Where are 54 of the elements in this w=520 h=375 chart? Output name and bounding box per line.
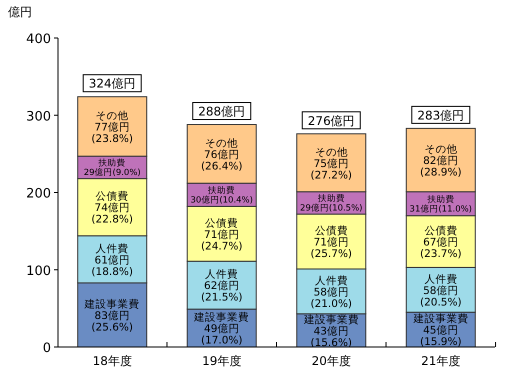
data-label: 58億円 (20.5%) xyxy=(420,284,462,308)
total-label: 288億円 xyxy=(198,104,246,119)
total-label: 283億円 xyxy=(417,108,464,122)
series-label: 扶助費 xyxy=(98,158,126,169)
data-label: 71億円 (25.7%) xyxy=(310,236,352,260)
text: 建設事業費 xyxy=(194,312,250,324)
text: 建設事業費 xyxy=(84,298,140,310)
series-label: 人件費 xyxy=(314,274,348,287)
text: 公債費 xyxy=(205,217,238,230)
text: 建設事業費 xyxy=(413,313,468,326)
data-label: 30億円(10.4%) xyxy=(190,194,253,206)
data-label: 45億円 (15.9%) xyxy=(420,324,462,348)
series-label: 建設事業費 xyxy=(302,312,359,326)
y-tick-label: 400 xyxy=(26,32,51,47)
data-label: 75億円 (27.2%) xyxy=(310,156,352,182)
y-tick-label: 200 xyxy=(26,186,51,202)
x-tick-label: 19年度 xyxy=(202,354,242,368)
text: 人件費 xyxy=(205,268,238,281)
data-label: 29億円(10.5%) xyxy=(300,202,362,214)
text: その他 xyxy=(205,137,238,150)
y-axis-title: 億円 xyxy=(8,5,32,19)
data-label: 49億円 (17.0%) xyxy=(200,322,243,347)
total-label: 324億円 xyxy=(88,76,136,91)
text: 扶助費 xyxy=(427,194,454,205)
series-label: その他 xyxy=(314,146,348,158)
text: 公債費 xyxy=(314,225,348,238)
data-label: 58億円 (21.0%) xyxy=(310,285,352,310)
text: 公債費 xyxy=(96,190,129,203)
y-tick-label: 100 xyxy=(26,264,51,279)
text: 扶助費 xyxy=(208,186,236,196)
x-tick-label: 18年度 xyxy=(92,354,132,368)
data-label: 29億円(9.0%) xyxy=(84,167,141,178)
total-label: 276億円 xyxy=(308,114,355,128)
data-label: 67億円 (23.7%) xyxy=(420,236,462,260)
data-label: 71億円 (24.7%) xyxy=(200,228,243,252)
data-label: 83億円 (25.6%) xyxy=(91,308,133,334)
data-label: 61億円 (18.8%) xyxy=(91,253,133,278)
text: 扶助費 xyxy=(318,194,345,204)
text: その他 xyxy=(424,144,458,156)
data-label: 74億円 (22.8%) xyxy=(91,201,133,226)
data-label: 77億円 (23.8%) xyxy=(91,120,133,145)
y-tick-label: 0 xyxy=(42,341,51,356)
data-label: 43億円 (15.6%) xyxy=(310,324,352,349)
y-tick-label: 300 xyxy=(26,109,51,124)
text: その他 xyxy=(96,110,129,122)
series-label: 公債費 xyxy=(424,224,458,238)
data-label: 31億円(11.0%) xyxy=(410,203,472,214)
x-tick-label: 20年度 xyxy=(312,354,351,368)
text: 人件費 xyxy=(424,273,458,286)
data-label: 82億円 (28.9%) xyxy=(420,154,462,179)
data-label: 62億円 (21.5%) xyxy=(200,279,243,304)
x-tick-label: 21年度 xyxy=(421,354,460,368)
text: 人件費 xyxy=(96,242,129,255)
data-label: 76億円 (26.4%) xyxy=(200,148,243,172)
